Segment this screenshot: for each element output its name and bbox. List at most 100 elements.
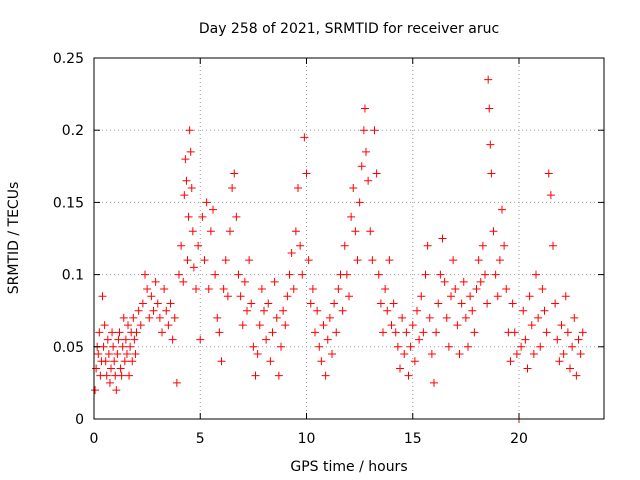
data-point — [153, 299, 162, 308]
data-point — [342, 270, 351, 279]
data-point — [232, 212, 241, 221]
data-point — [355, 198, 364, 207]
data-point — [107, 364, 115, 373]
data-point — [177, 241, 186, 250]
data-point — [95, 328, 104, 337]
data-point — [266, 357, 275, 366]
x-axis-label: GPS time / hours — [290, 459, 407, 475]
data-point — [184, 212, 193, 221]
data-point — [141, 270, 149, 279]
data-point — [434, 299, 443, 308]
data-point — [287, 248, 296, 257]
data-point — [410, 357, 419, 366]
data-point — [192, 285, 200, 294]
data-point — [109, 342, 118, 351]
data-point — [294, 183, 302, 192]
data-point — [432, 328, 441, 337]
data-point — [281, 321, 290, 330]
data-point — [345, 292, 353, 301]
data-point — [285, 270, 294, 279]
data-point — [572, 371, 581, 380]
data-point — [549, 241, 557, 250]
data-point — [180, 191, 189, 200]
data-point — [268, 328, 277, 337]
data-point — [119, 313, 128, 322]
data-point — [370, 126, 379, 135]
data-point — [100, 321, 109, 330]
data-point — [340, 241, 349, 250]
data-point — [226, 227, 234, 236]
data-point — [249, 342, 258, 351]
data-point — [122, 350, 131, 359]
data-point — [491, 270, 500, 279]
data-point — [213, 313, 222, 322]
data-point — [408, 321, 417, 330]
data-point — [540, 306, 549, 315]
data-point — [253, 350, 262, 359]
data-point — [175, 270, 183, 279]
data-point — [332, 328, 341, 337]
data-point — [368, 256, 377, 265]
data-point — [300, 133, 309, 142]
data-point — [449, 256, 458, 265]
data-point — [228, 183, 237, 192]
data-point — [138, 299, 147, 308]
data-point — [406, 342, 415, 351]
data-point — [453, 321, 462, 330]
data-point — [483, 299, 492, 308]
data-point — [245, 256, 254, 265]
data-point — [546, 191, 555, 200]
data-point — [387, 321, 396, 330]
data-point — [283, 292, 292, 301]
data-point — [362, 147, 370, 156]
data-point — [570, 313, 579, 322]
data-point — [393, 342, 402, 351]
data-point — [466, 292, 475, 301]
x-tick-label: 20 — [510, 431, 528, 447]
data-point — [459, 277, 468, 286]
data-point — [389, 299, 398, 308]
data-point — [527, 321, 536, 330]
data-point — [347, 212, 356, 221]
data-point — [451, 285, 460, 294]
data-point — [182, 176, 191, 185]
data-point — [474, 256, 483, 265]
data-point — [379, 328, 387, 337]
data-point — [553, 335, 562, 344]
data-point — [298, 270, 307, 279]
data-point — [289, 285, 298, 294]
data-point — [521, 335, 530, 344]
data-point — [99, 342, 108, 351]
data-point — [525, 292, 534, 301]
data-point — [260, 306, 268, 315]
data-point — [427, 350, 436, 359]
data-point — [561, 292, 570, 301]
data-point — [120, 357, 129, 366]
data-point — [221, 256, 230, 265]
data-point — [517, 342, 526, 351]
data-point — [506, 357, 515, 366]
data-point — [306, 299, 315, 308]
data-point — [134, 306, 143, 315]
data-point — [487, 169, 496, 178]
data-point — [400, 350, 409, 359]
data-point — [532, 270, 540, 279]
data-point — [92, 364, 101, 373]
data-point — [279, 306, 288, 315]
data-point — [211, 270, 220, 279]
data-point — [118, 342, 127, 351]
data-point — [498, 205, 506, 214]
data-point — [385, 256, 394, 265]
data-point — [398, 313, 407, 322]
data-point — [321, 371, 330, 380]
data-point — [464, 342, 472, 351]
y-tick-label: 0.25 — [53, 51, 84, 67]
data-point — [251, 371, 260, 380]
data-point — [189, 263, 198, 272]
data-point — [217, 357, 226, 366]
plot-frame — [93, 57, 605, 420]
data-point — [247, 299, 256, 308]
data-point — [112, 386, 121, 395]
data-point — [103, 335, 112, 344]
data-point — [291, 227, 300, 236]
